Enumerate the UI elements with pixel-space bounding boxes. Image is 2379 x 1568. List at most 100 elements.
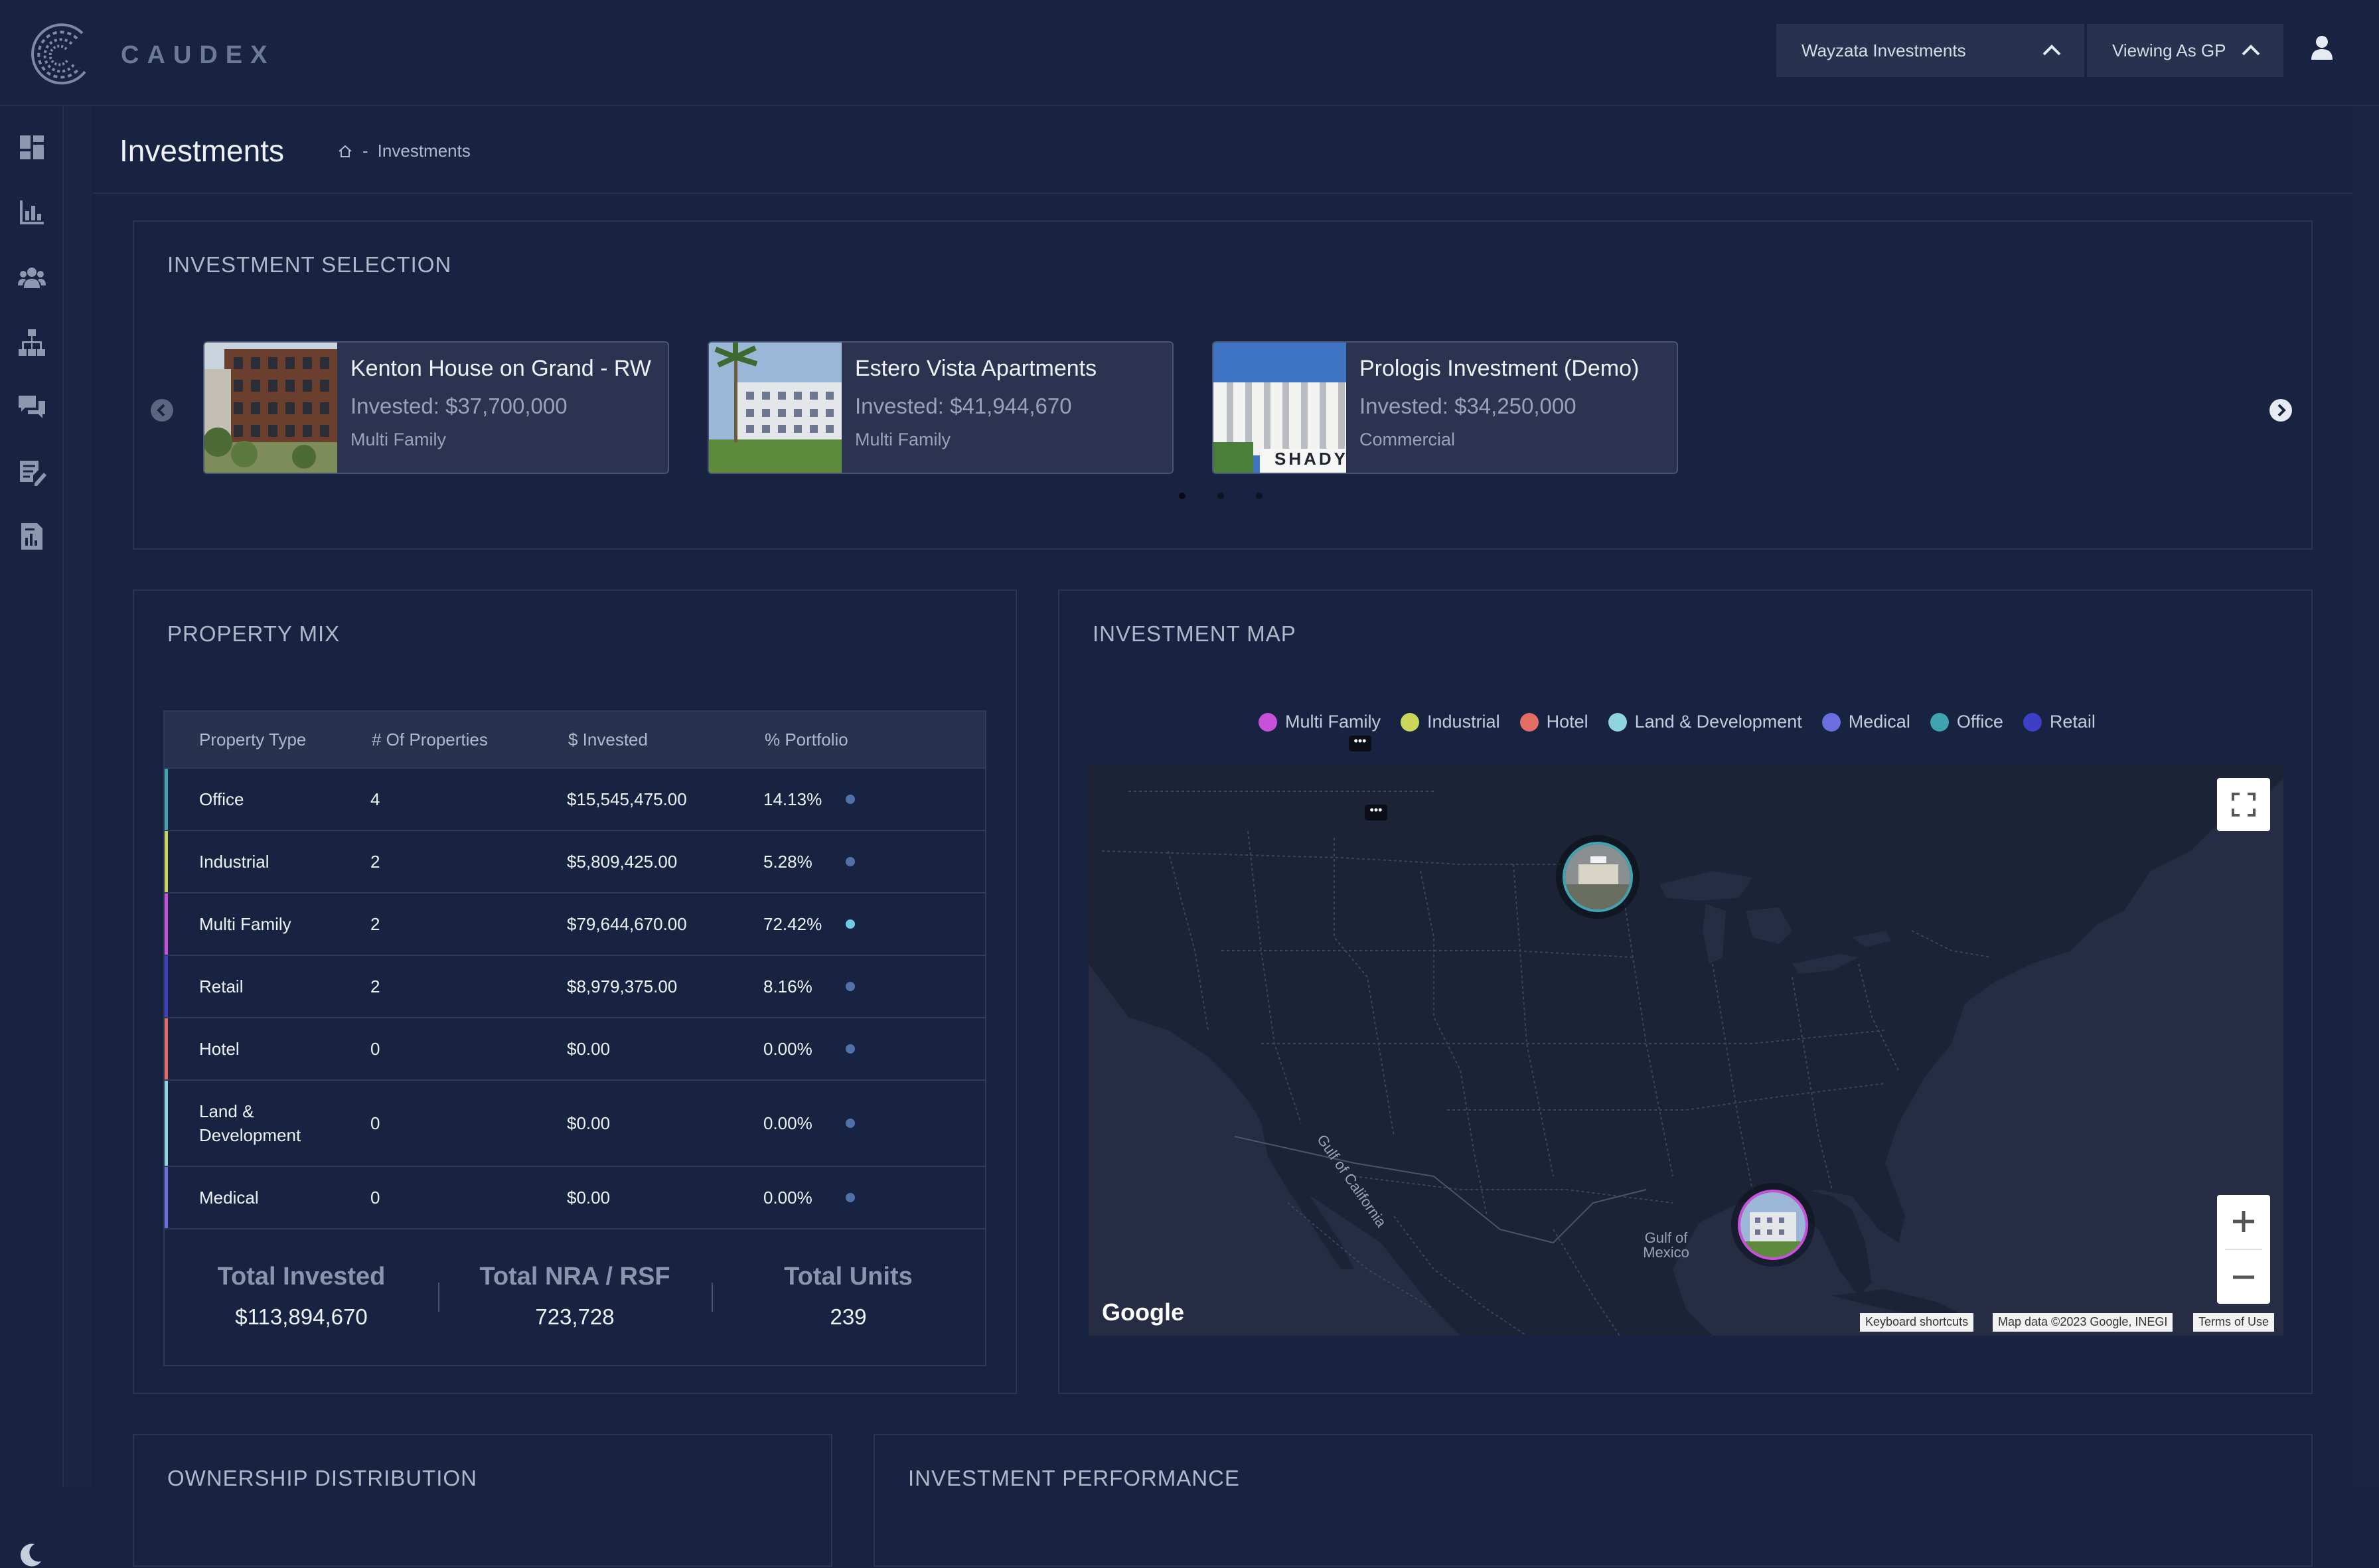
row-property-type: Multi Family [199, 914, 291, 934]
legend-item[interactable]: Multi Family [1259, 712, 1381, 732]
investment-type: Multi Family [350, 430, 447, 449]
total-invested-label: Total Invested [217, 1263, 386, 1291]
user-profile-icon[interactable] [2309, 35, 2335, 61]
breadcrumb-separator: - [362, 141, 368, 161]
row-invested: $0.00 [567, 1113, 611, 1133]
carousel-dot[interactable] [1217, 493, 1224, 499]
row-property-type: Medical [199, 1188, 259, 1208]
dashboard-icon[interactable] [17, 133, 46, 162]
total-units: Total Units 239 [712, 1229, 985, 1365]
investment-type: Commercial [1359, 430, 1456, 449]
zoom-in-icon[interactable] [2217, 1195, 2270, 1248]
view-as-dropdown[interactable]: Viewing As GP [2087, 24, 2283, 77]
terms-of-use-link[interactable]: Terms of Use [2193, 1313, 2275, 1332]
column-header-invested[interactable]: $ Invested [568, 729, 648, 749]
legend-item[interactable]: Retail [2023, 712, 2096, 732]
investment-amount: Invested: $37,700,000 [350, 394, 568, 418]
logo[interactable]: CAUDEX [24, 19, 275, 92]
legend-swatch [1519, 712, 1539, 732]
legend-swatch [1401, 712, 1420, 732]
table-row: Retail 2 $8,979,375.00 8.16% [165, 955, 985, 1017]
row-portfolio: 0.00% [763, 1187, 812, 1208]
zoom-out-icon[interactable] [2217, 1251, 2270, 1304]
content-gutter-right [2352, 106, 2379, 1487]
row-color-bar [165, 956, 168, 1017]
organization-dropdown[interactable]: Wayzata Investments [1776, 24, 2084, 77]
portfolio-indicator [846, 1044, 855, 1054]
investment-card[interactable]: Kenton House on Grand - RW Invested: $37… [203, 341, 669, 474]
map-cluster-marker[interactable]: ••• [1349, 735, 1371, 751]
page-header: Investments - Investments [93, 108, 2352, 194]
legend-label: Retail [2049, 712, 2096, 732]
total-units-value: 239 [830, 1304, 867, 1329]
investment-map-card: INVESTMENT MAP Multi Family Industrial H… [1058, 589, 2313, 1394]
org-chart-icon[interactable] [17, 328, 46, 357]
column-header-portfolio[interactable]: % Portfolio [765, 729, 848, 749]
column-header-property-type[interactable]: Property Type [199, 729, 307, 749]
property-sign-text: SHADY C [1274, 449, 1346, 469]
row-property-type: Office [199, 789, 244, 809]
edit-document-icon[interactable] [17, 458, 46, 487]
legend-item[interactable]: Office [1930, 712, 2003, 732]
investment-card[interactable]: SHADY C Prologis Investment (Demo) Inves… [1212, 341, 1678, 474]
row-property-type: Land & Development [199, 1101, 301, 1145]
property-mix-title: PROPERTY MIX [167, 621, 341, 646]
legend-label: Hotel [1546, 712, 1588, 732]
row-invested: $79,644,670.00 [567, 913, 687, 934]
map-label-gulf-mexico: Gulf of Mexico [1643, 1229, 1689, 1261]
chevron-up-icon [2042, 44, 2061, 56]
dark-mode-toggle-icon[interactable] [17, 1541, 44, 1568]
row-property-type: Retail [199, 977, 244, 996]
legend-item[interactable]: Medical [1821, 712, 1910, 732]
investment-card[interactable]: Estero Vista Apartments Invested: $41,94… [708, 341, 1174, 474]
property-photo: SHADY C [1213, 343, 1346, 473]
row-invested: $8,979,375.00 [567, 976, 678, 996]
view-as-dropdown-label: Viewing As GP [2112, 40, 2226, 60]
organization-dropdown-label: Wayzata Investments [1802, 40, 1966, 60]
row-property-type: Hotel [199, 1039, 240, 1059]
legend-item[interactable]: Hotel [1519, 712, 1588, 732]
chat-icon[interactable] [17, 393, 46, 422]
fullscreen-icon [2232, 793, 2256, 817]
investment-map[interactable]: Gulf of California Gulf of Mexico ••• Go… [1089, 765, 2283, 1336]
legend-item[interactable]: Land & Development [1608, 712, 1802, 732]
report-icon[interactable] [17, 522, 46, 551]
map-property-marker[interactable] [1738, 1190, 1808, 1260]
carousel-prev-icon[interactable] [150, 398, 174, 422]
total-nra-value: 723,728 [535, 1304, 615, 1329]
carousel-dot[interactable] [1179, 493, 1186, 499]
portfolio-indicator [846, 857, 855, 866]
legend-item[interactable]: Industrial [1401, 712, 1500, 732]
legend-label: Medical [1848, 712, 1910, 732]
property-mix-totals: Total Invested $113,894,670 Total NRA / … [165, 1228, 985, 1365]
table-row: Medical 0 $0.00 0.00% [165, 1166, 985, 1228]
row-invested: $0.00 [567, 1038, 611, 1059]
row-count: 4 [370, 789, 380, 809]
breadcrumb-investments[interactable]: Investments [377, 141, 471, 161]
map-fullscreen-button[interactable] [2217, 778, 2270, 831]
google-logo[interactable]: Google [1102, 1298, 1184, 1326]
legend-swatch [2023, 712, 2042, 732]
row-invested: $0.00 [567, 1187, 611, 1208]
page-title: Investments [119, 133, 284, 168]
zoom-divider [2225, 1249, 2262, 1250]
users-icon[interactable] [17, 263, 46, 292]
investment-selection-card: INVESTMENT SELECTION Kenton [133, 220, 2313, 550]
property-photo [709, 343, 842, 473]
map-cluster-marker[interactable]: ••• [1365, 804, 1387, 821]
home-icon[interactable] [337, 143, 353, 159]
total-nra: Total NRA / RSF 723,728 [438, 1229, 712, 1365]
column-header-properties[interactable]: # Of Properties [372, 729, 488, 749]
row-property-type: Industrial [199, 852, 269, 872]
row-color-bar [165, 1018, 168, 1079]
map-property-marker[interactable] [1563, 842, 1633, 912]
investment-amount: Invested: $41,944,670 [855, 394, 1072, 418]
bar-chart-icon[interactable] [17, 198, 46, 227]
carousel-dot[interactable] [1256, 493, 1263, 499]
carousel-next-icon[interactable] [2269, 398, 2293, 422]
row-portfolio: 14.13% [763, 789, 822, 809]
investment-name: Kenton House on Grand - RW [350, 356, 651, 381]
legend-swatch [1821, 712, 1841, 732]
row-portfolio: 0.00% [763, 1038, 812, 1059]
keyboard-shortcuts-link[interactable]: Keyboard shortcuts [1860, 1313, 1974, 1332]
